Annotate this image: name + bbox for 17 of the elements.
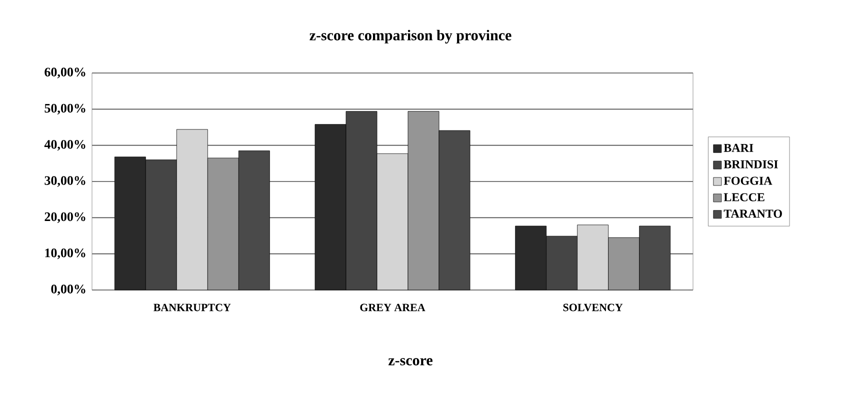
legend-label: BARI	[724, 144, 754, 152]
x-tick-label: BANKRUPTCY	[154, 304, 231, 312]
x-axis-title: z-score	[388, 358, 432, 366]
legend-label: LECCE	[724, 193, 764, 202]
legend-label: BRINDISI	[724, 160, 778, 168]
x-tick-label: GREY AREA	[360, 304, 426, 312]
legend-label: TARANTO	[724, 210, 782, 218]
y-tick-label: 0,00%	[51, 284, 86, 296]
y-tick-label: 10,00%	[45, 248, 86, 260]
x-tick-label: SOLVENCY	[563, 304, 623, 312]
y-tick-label: 40,00%	[44, 140, 86, 151]
y-tick-label: 50,00%	[44, 104, 86, 114]
chart-title: z-score comparison by province	[310, 30, 512, 44]
legend-label: FOGGIA	[724, 176, 772, 185]
y-tick-label: 60,00%	[44, 68, 86, 78]
y-tick-label: 20,00%	[44, 212, 86, 223]
y-tick-label: 30,00%	[44, 176, 86, 187]
